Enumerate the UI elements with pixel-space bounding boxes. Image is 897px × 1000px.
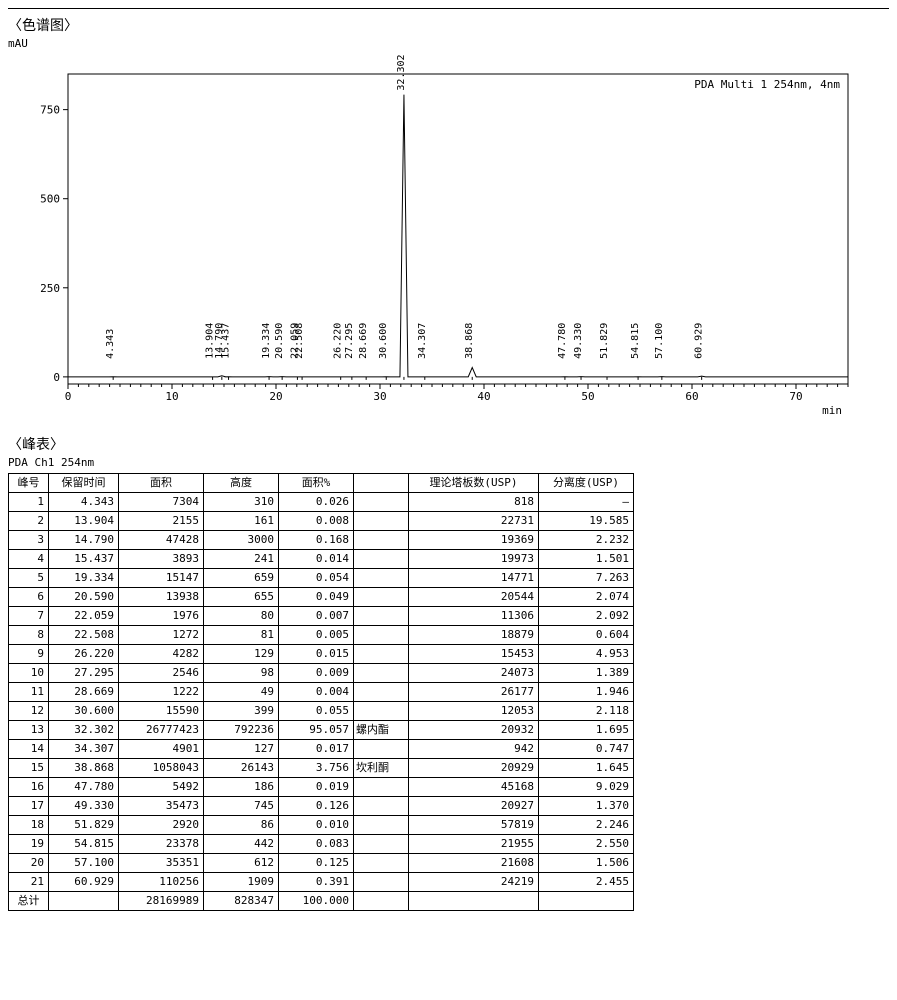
table-row: 1128.6691222490.004261771.946 <box>9 683 634 702</box>
svg-text:40: 40 <box>477 390 490 403</box>
table-row: 1749.330354737450.126209271.370 <box>9 797 634 816</box>
svg-text:47.780: 47.780 <box>557 323 568 359</box>
svg-text:500: 500 <box>40 193 60 206</box>
svg-text:250: 250 <box>40 282 60 295</box>
svg-text:22.508: 22.508 <box>294 323 305 359</box>
svg-text:50: 50 <box>581 390 594 403</box>
col-header: 面积 <box>119 474 204 493</box>
svg-text:750: 750 <box>40 104 60 117</box>
svg-text:28.669: 28.669 <box>358 323 369 359</box>
table-row: 1230.600155903990.055120532.118 <box>9 702 634 721</box>
svg-text:15.437: 15.437 <box>221 323 232 359</box>
table-row: 519.334151476590.054147717.263 <box>9 569 634 588</box>
table-row: 314.7904742830000.168193692.232 <box>9 531 634 550</box>
table-row: 2057.100353516120.125216081.506 <box>9 854 634 873</box>
svg-text:70: 70 <box>789 390 802 403</box>
svg-text:60: 60 <box>685 390 698 403</box>
table-row: 14.34373043100.026818— <box>9 493 634 512</box>
col-header: 理论塔板数(USP) <box>409 474 539 493</box>
svg-text:30: 30 <box>373 390 386 403</box>
table-row: 722.0591976800.007113062.092 <box>9 607 634 626</box>
svg-text:20.590: 20.590 <box>274 323 285 359</box>
col-header: 高度 <box>204 474 279 493</box>
chromatogram-chart: 0 10 20 30 40 50 60 70 0 250 500 750 min PDA Multi 1 … <box>8 54 868 424</box>
table-total-row: 总计28169989828347100.000 <box>9 892 634 911</box>
table-row: 926.22042821290.015154534.953 <box>9 645 634 664</box>
col-header: 面积% <box>279 474 354 493</box>
svg-text:min: min <box>822 404 842 417</box>
svg-text:32.302: 32.302 <box>396 54 407 90</box>
col-header: 峰号 <box>9 474 49 493</box>
table-row: 415.43738932410.014199731.501 <box>9 550 634 569</box>
svg-text:19.334: 19.334 <box>261 323 272 359</box>
svg-text:0: 0 <box>53 371 60 384</box>
svg-text:30.600: 30.600 <box>378 323 389 359</box>
table-row: 822.5081272810.005188790.604 <box>9 626 634 645</box>
svg-text:34.307: 34.307 <box>417 323 428 359</box>
table-row: 1647.78054921860.019451689.029 <box>9 778 634 797</box>
svg-text:20: 20 <box>269 390 282 403</box>
table-row: 1851.8292920860.010578192.246 <box>9 816 634 835</box>
svg-text:57.100: 57.100 <box>654 323 665 359</box>
svg-text:60.929: 60.929 <box>694 323 705 359</box>
table-row: 1538.8681058043261433.756坎利酮209291.645 <box>9 759 634 778</box>
y-axis-unit: mAU <box>8 37 889 50</box>
table-row: 1954.815233784420.083219552.550 <box>9 835 634 854</box>
svg-text:0: 0 <box>65 390 72 403</box>
table-row: 620.590139386550.049205442.074 <box>9 588 634 607</box>
svg-text:26.220: 26.220 <box>333 323 344 359</box>
col-header: 分离度(USP) <box>539 474 634 493</box>
table-row: 1332.3022677742379223695.057螺内酯209321.69… <box>9 721 634 740</box>
svg-text:4.343: 4.343 <box>105 329 116 359</box>
peak-table-title: 〈峰表〉 <box>8 434 889 454</box>
col-header <box>354 474 409 493</box>
table-row: 1027.2952546980.009240731.389 <box>9 664 634 683</box>
chromatogram-title: 〈色谱图〉 <box>8 15 889 35</box>
channel-label: PDA Ch1 254nm <box>8 456 889 469</box>
peak-table: 峰号保留时间面积高度面积% 理论塔板数(USP)分离度(USP)14.343730… <box>8 473 634 911</box>
svg-text:PDA Multi 1 254nm, 4nm: PDA Multi 1 254nm, 4nm <box>694 78 840 91</box>
svg-text:38.868: 38.868 <box>464 323 475 359</box>
svg-text:49.330: 49.330 <box>573 323 584 359</box>
svg-text:27.295: 27.295 <box>344 323 355 359</box>
svg-text:51.829: 51.829 <box>599 323 610 359</box>
table-row: 1434.30749011270.0179420.747 <box>9 740 634 759</box>
svg-text:54.815: 54.815 <box>630 323 641 359</box>
col-header: 保留时间 <box>49 474 119 493</box>
svg-text:10: 10 <box>165 390 178 403</box>
table-row: 2160.92911025619090.391242192.455 <box>9 873 634 892</box>
table-row: 213.90421551610.0082273119.585 <box>9 512 634 531</box>
